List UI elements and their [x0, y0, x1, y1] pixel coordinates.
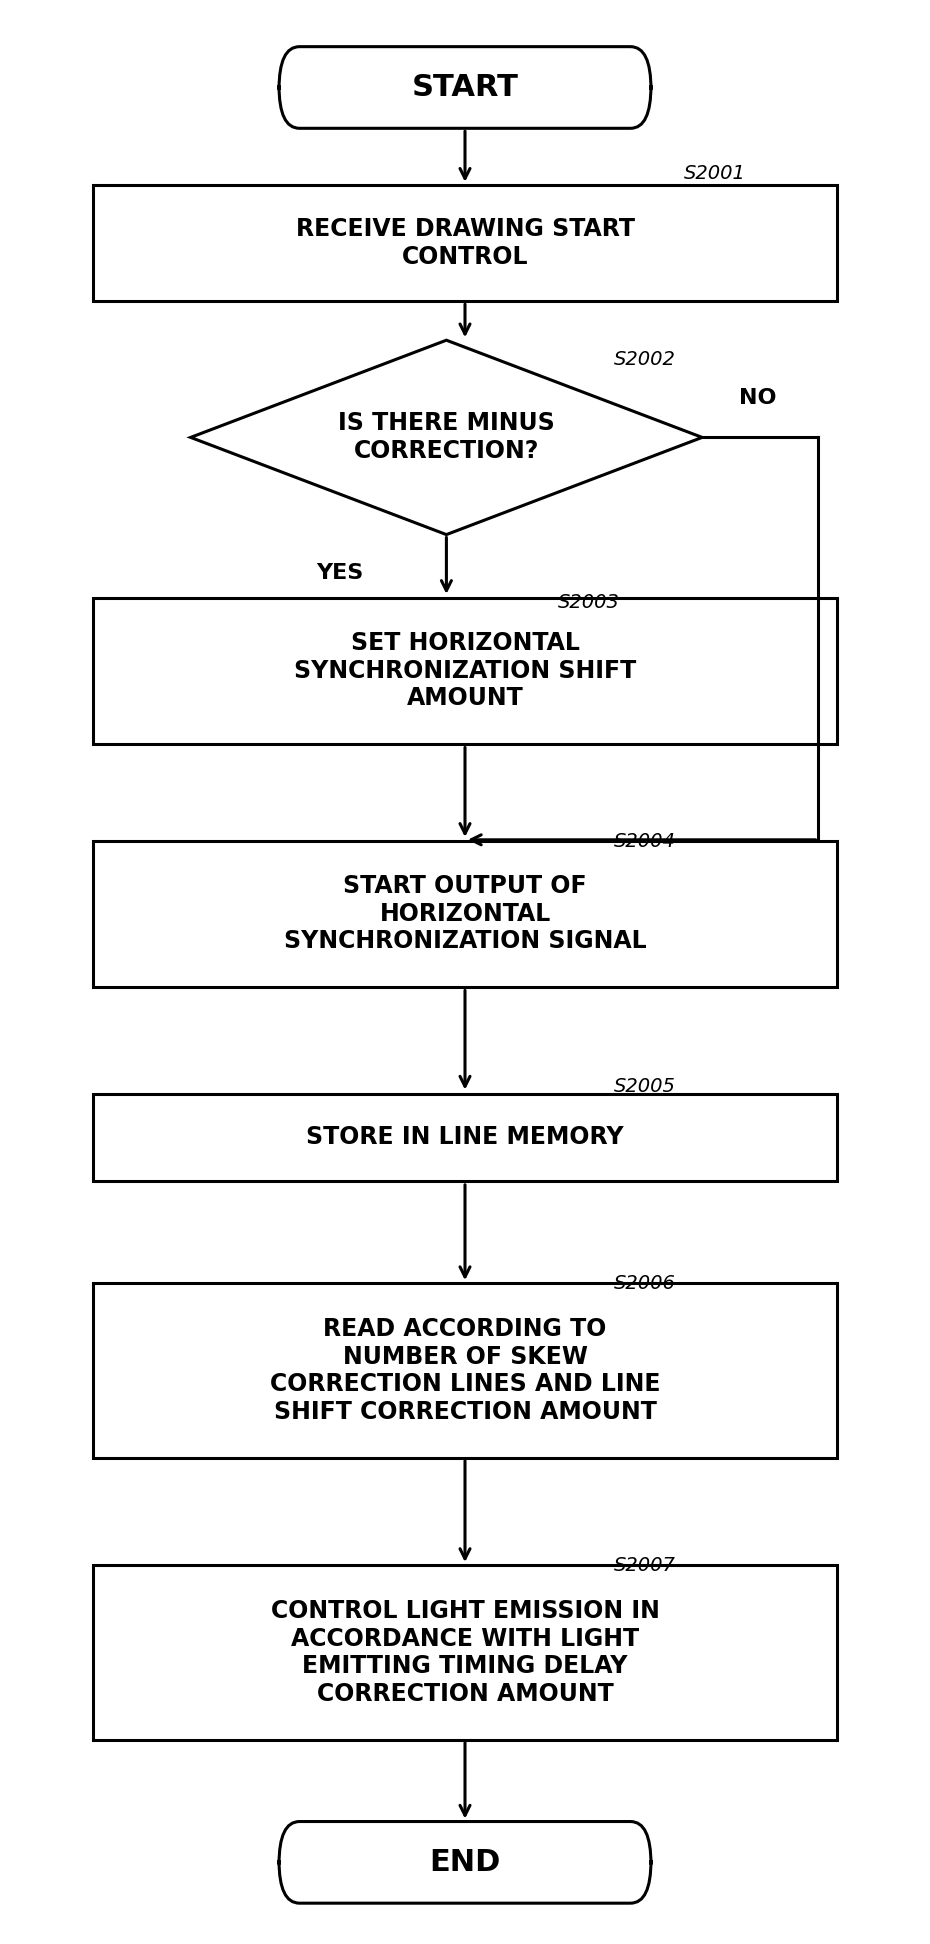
Text: S2007: S2007 [614, 1555, 676, 1575]
Text: START: START [412, 74, 518, 101]
FancyBboxPatch shape [279, 1822, 651, 1903]
Text: READ ACCORDING TO
NUMBER OF SKEW
CORRECTION LINES AND LINE
SHIFT CORRECTION AMOU: READ ACCORDING TO NUMBER OF SKEW CORRECT… [270, 1316, 660, 1425]
Text: SET HORIZONTAL
SYNCHRONIZATION SHIFT
AMOUNT: SET HORIZONTAL SYNCHRONIZATION SHIFT AMO… [294, 632, 636, 710]
Text: IS THERE MINUS
CORRECTION?: IS THERE MINUS CORRECTION? [338, 412, 555, 463]
FancyBboxPatch shape [279, 47, 651, 128]
Text: RECEIVE DRAWING START
CONTROL: RECEIVE DRAWING START CONTROL [296, 218, 634, 268]
Text: S2004: S2004 [614, 832, 676, 851]
Text: CONTROL LIGHT EMISSION IN
ACCORDANCE WITH LIGHT
EMITTING TIMING DELAY
CORRECTION: CONTROL LIGHT EMISSION IN ACCORDANCE WIT… [271, 1598, 659, 1707]
Polygon shape [191, 340, 702, 535]
Text: YES: YES [316, 564, 363, 583]
Bar [93, 1565, 837, 1740]
Bar [93, 1283, 837, 1458]
Bar [93, 1093, 837, 1182]
Text: S2002: S2002 [614, 350, 676, 369]
Bar [93, 599, 837, 743]
Bar [93, 842, 837, 986]
Text: START OUTPUT OF
HORIZONTAL
SYNCHRONIZATION SIGNAL: START OUTPUT OF HORIZONTAL SYNCHRONIZATI… [284, 875, 646, 953]
Text: NO: NO [739, 389, 777, 408]
Text: S2005: S2005 [614, 1077, 676, 1096]
Bar [93, 185, 837, 301]
Text: S2001: S2001 [684, 163, 746, 183]
Text: S2006: S2006 [614, 1273, 676, 1293]
Text: END: END [430, 1849, 500, 1876]
Text: S2003: S2003 [558, 593, 620, 612]
Text: STORE IN LINE MEMORY: STORE IN LINE MEMORY [306, 1126, 624, 1149]
